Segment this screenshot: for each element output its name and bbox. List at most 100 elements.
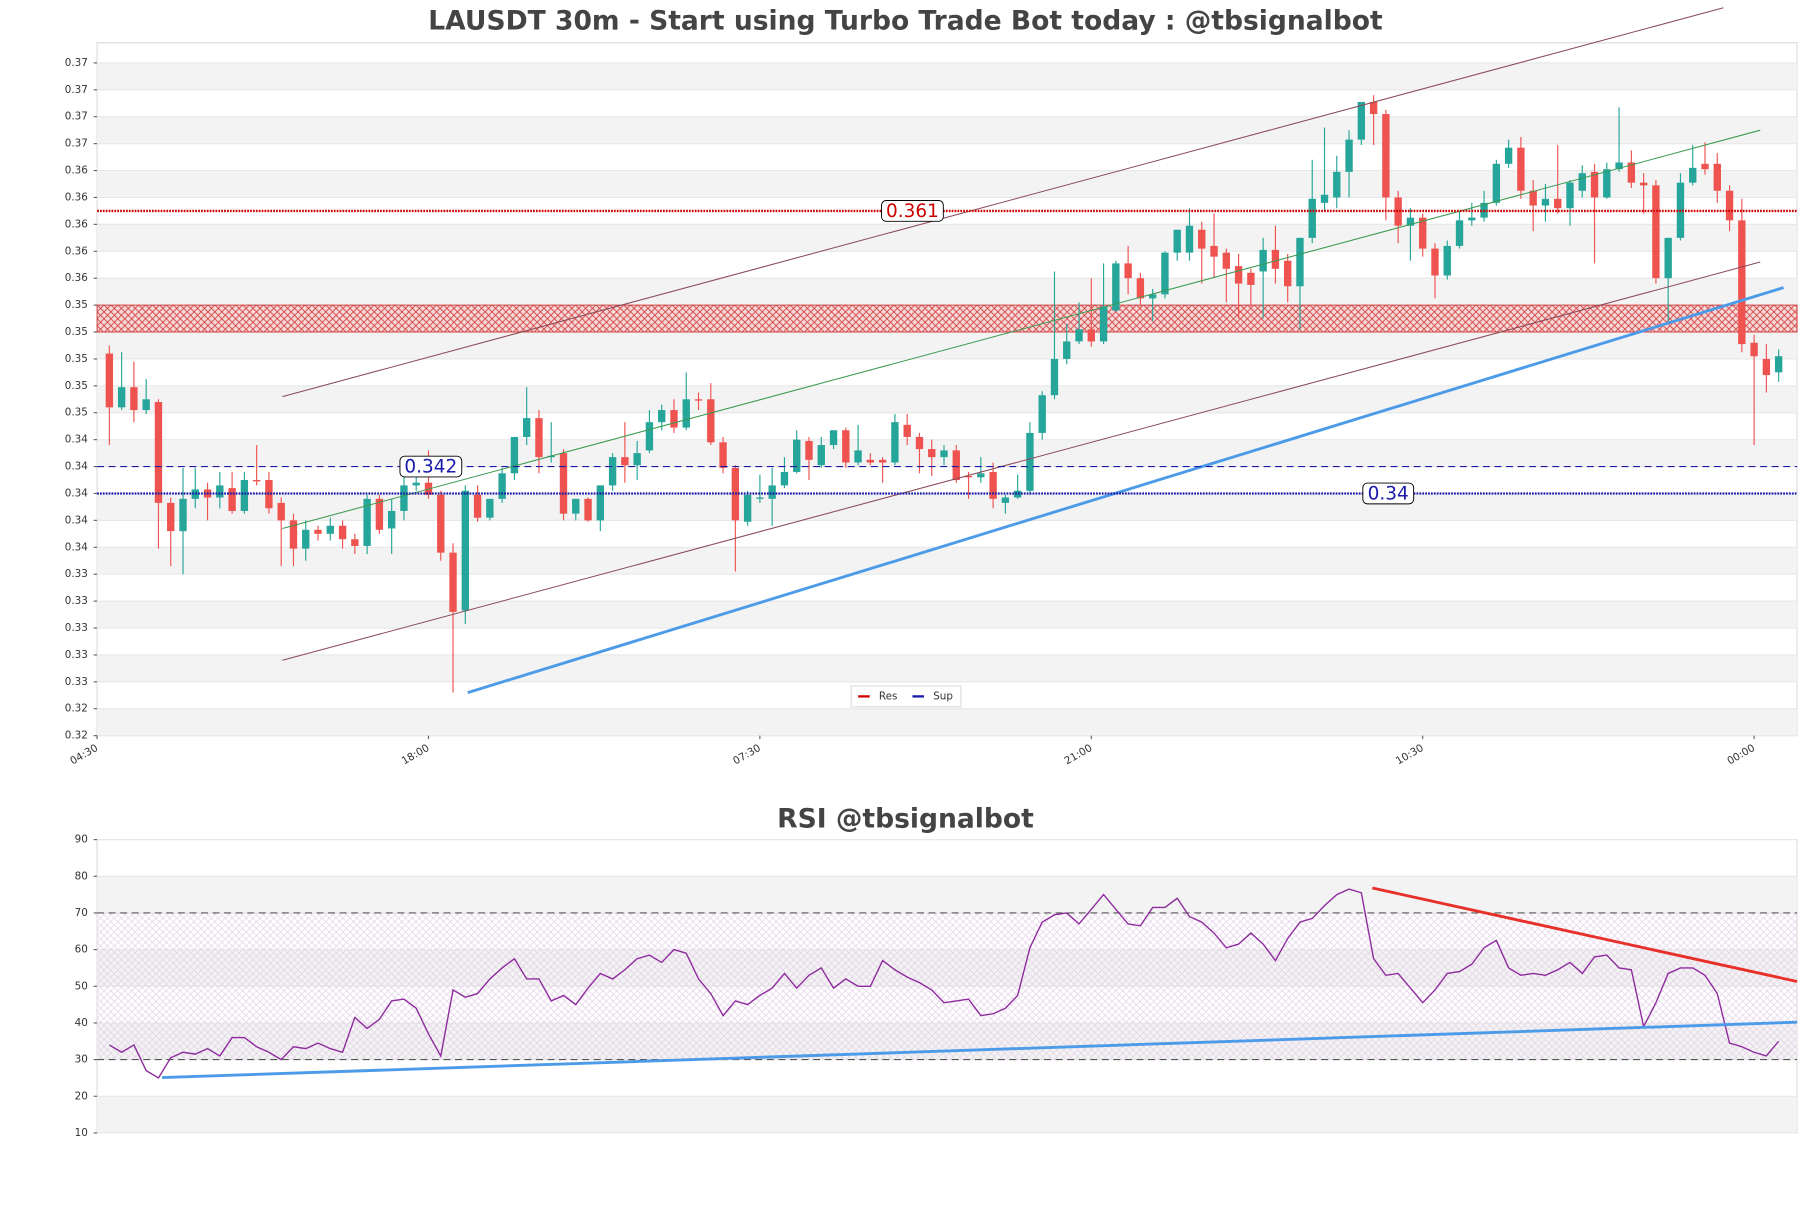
candle-body <box>1664 237 1672 279</box>
candle-body <box>817 445 825 466</box>
candle-body <box>535 418 543 458</box>
y-tick-label: 20 <box>75 1090 88 1102</box>
y-tick-label: 0.33 <box>65 568 88 580</box>
y-tick-label: 40 <box>75 1017 88 1029</box>
candle-body <box>1247 272 1255 285</box>
candle-body <box>1529 190 1537 206</box>
candle-body <box>1210 245 1218 257</box>
candle-body <box>964 475 973 478</box>
candle-body <box>510 436 519 474</box>
candle-body <box>915 436 924 450</box>
candle-body <box>1345 139 1353 172</box>
trendline <box>1372 886 1798 983</box>
candle-body <box>1222 252 1230 269</box>
y-tick-label: 0.35 <box>65 299 88 311</box>
candle-body <box>1394 197 1402 226</box>
y-tick-label: 60 <box>75 944 88 956</box>
candle-body <box>621 457 629 466</box>
candle-body <box>977 473 985 478</box>
candle-body <box>1627 162 1636 183</box>
y-tick-label: 10 <box>75 1127 88 1139</box>
y-tick-label: 0.34 <box>65 541 88 553</box>
y-tick-label: 0.33 <box>65 649 88 661</box>
candle-body <box>326 525 334 534</box>
candle-body <box>768 485 776 499</box>
x-tick-label: 10:30 <box>1394 742 1426 767</box>
level-label-box <box>399 455 463 478</box>
trendline <box>282 7 1724 398</box>
rsi-line <box>109 888 1780 1079</box>
candle-body <box>805 440 813 460</box>
candle-body <box>1455 220 1464 246</box>
candle-body <box>719 442 727 468</box>
candle-body <box>1615 162 1623 170</box>
candle-body <box>240 480 249 511</box>
candle-body <box>1234 266 1243 284</box>
zone <box>96 304 1798 333</box>
band <box>97 876 1798 913</box>
y-tick-label: 0.36 <box>65 245 88 257</box>
candle-body <box>130 387 138 411</box>
candle-body <box>228 488 236 511</box>
candle-body <box>338 525 347 540</box>
candle-body <box>1762 358 1771 376</box>
band <box>97 170 1798 198</box>
candle-body <box>1075 329 1083 342</box>
candle-body <box>1308 198 1316 238</box>
x-tick-label: 21:00 <box>1062 742 1094 767</box>
candle-body <box>1198 229 1206 249</box>
candle-body <box>559 453 568 514</box>
candle-body <box>829 430 838 446</box>
candle-body <box>1713 163 1721 191</box>
candle-body <box>1774 356 1783 373</box>
y-tick-label: 0.35 <box>65 380 88 392</box>
y-tick-label: 30 <box>75 1054 88 1066</box>
candle-body <box>756 497 764 499</box>
y-tick-label: 0.33 <box>65 622 88 634</box>
band <box>97 493 1798 521</box>
band <box>97 332 1798 359</box>
candle-body <box>633 453 641 466</box>
candle-body <box>1259 249 1267 272</box>
candle-body <box>375 498 384 530</box>
candle-body <box>903 424 911 437</box>
y-tick-label: 50 <box>75 980 88 992</box>
candle-body <box>707 399 715 443</box>
chart-title: LAUSDT 30m - Start using Turbo Trade Bot… <box>428 5 1383 36</box>
band <box>97 62 1798 90</box>
candle-body <box>878 459 887 463</box>
trendline <box>162 1020 1798 1080</box>
candle-body <box>449 552 457 612</box>
candle-body <box>743 494 752 522</box>
candle-body <box>1689 167 1697 183</box>
level-label: 0.34 <box>1368 484 1409 505</box>
candle-body <box>1541 198 1550 206</box>
candle-body <box>1750 342 1758 357</box>
candle-body <box>1001 497 1010 503</box>
band <box>97 385 1798 413</box>
candle-body <box>1652 185 1660 279</box>
candle-body <box>351 539 359 546</box>
trendline <box>467 286 1784 694</box>
y-tick-label: 0.33 <box>65 595 88 607</box>
y-tick-label: 0.36 <box>65 272 88 284</box>
legend-label: Sup <box>933 690 953 702</box>
y-tick-label: 90 <box>75 834 88 846</box>
candle-body <box>842 430 850 463</box>
candle-body <box>670 410 678 428</box>
rsi-title: RSI @tbsignalbot <box>777 803 1034 834</box>
candle-body <box>314 529 322 534</box>
candle-body <box>940 450 948 458</box>
candle-body <box>1087 329 1095 342</box>
y-tick-label: 0.32 <box>65 730 88 742</box>
band <box>97 1096 1798 1133</box>
candle-body <box>1492 163 1501 203</box>
x-tick-label: 07:30 <box>731 742 763 767</box>
candle-body <box>1590 171 1599 198</box>
candle-body <box>1013 490 1022 498</box>
candle-body <box>1369 101 1378 115</box>
candle-body <box>1112 263 1120 311</box>
y-tick-label: 0.34 <box>65 514 88 526</box>
candle-body <box>596 485 605 521</box>
